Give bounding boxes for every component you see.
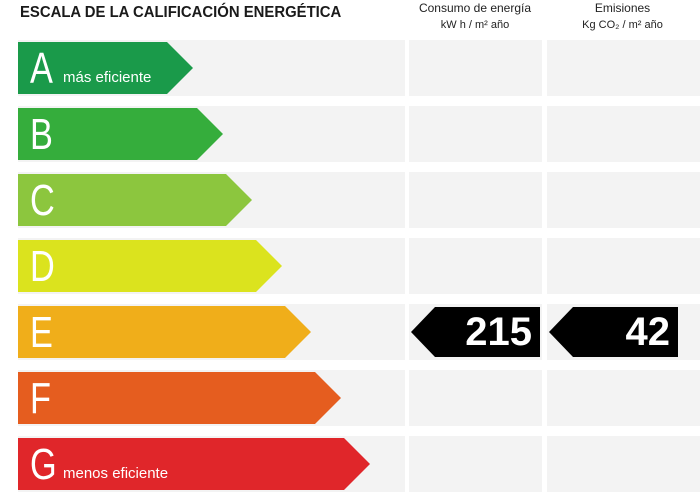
band-letter: C [30, 176, 55, 225]
emisiones-cell-f [547, 370, 700, 426]
band-arrow-b: B [18, 108, 223, 160]
emisiones-unit: Kg CO₂ / m² año [582, 19, 663, 31]
band-row-f: F [18, 370, 405, 426]
band-letter: F [30, 374, 51, 423]
band-arrow-e: E [18, 306, 311, 358]
emisiones-cell-a [547, 40, 700, 96]
emisiones-cell-c [547, 172, 700, 228]
emisiones-value: 42 [625, 310, 671, 354]
consumo-cell-c [409, 172, 542, 228]
emisiones-column-header: Emisiones Kg CO₂ / m² año [545, 0, 700, 34]
consumo-cell-f [409, 370, 542, 426]
band-letter: D [30, 242, 55, 291]
emisiones-cell-b [547, 106, 700, 162]
emisiones-cell-d [547, 238, 700, 294]
consumo-value: 215 [465, 310, 532, 354]
band-letter: B [30, 110, 53, 159]
band-sublabel: menos eficiente [63, 465, 169, 482]
band-arrow-f: F [18, 372, 341, 424]
consumo-column-header: Consumo de energía kW h / m² año [405, 0, 545, 34]
band-letter: E [30, 308, 53, 357]
consumo-cell-b [409, 106, 542, 162]
consumo-unit: kW h / m² año [440, 19, 510, 31]
consumo-label: Consumo de energía [418, 1, 532, 15]
page-title: ESCALA DE LA CALIFICACIÓN ENERGÉTICA [20, 4, 342, 21]
band-letter: A [30, 44, 53, 93]
emisiones-cell-g [547, 436, 700, 492]
band-row-d: D [18, 238, 405, 294]
band-row-c: C [18, 172, 405, 228]
emisiones-label: Emisiones [594, 1, 651, 15]
consumo-cell-a [409, 40, 542, 96]
band-arrow-c: C [18, 174, 252, 226]
consumo-cell-g [409, 436, 542, 492]
consumo-rating-indicator: 215 [411, 307, 540, 357]
band-letter: G [30, 440, 57, 489]
band-sublabel: más eficiente [63, 69, 152, 86]
consumo-cell-d [409, 238, 542, 294]
band-arrow-d: D [18, 240, 282, 292]
band-row-e: E [18, 304, 405, 360]
band-row-b: B [18, 106, 405, 162]
emisiones-rating-indicator: 42 [549, 307, 678, 357]
